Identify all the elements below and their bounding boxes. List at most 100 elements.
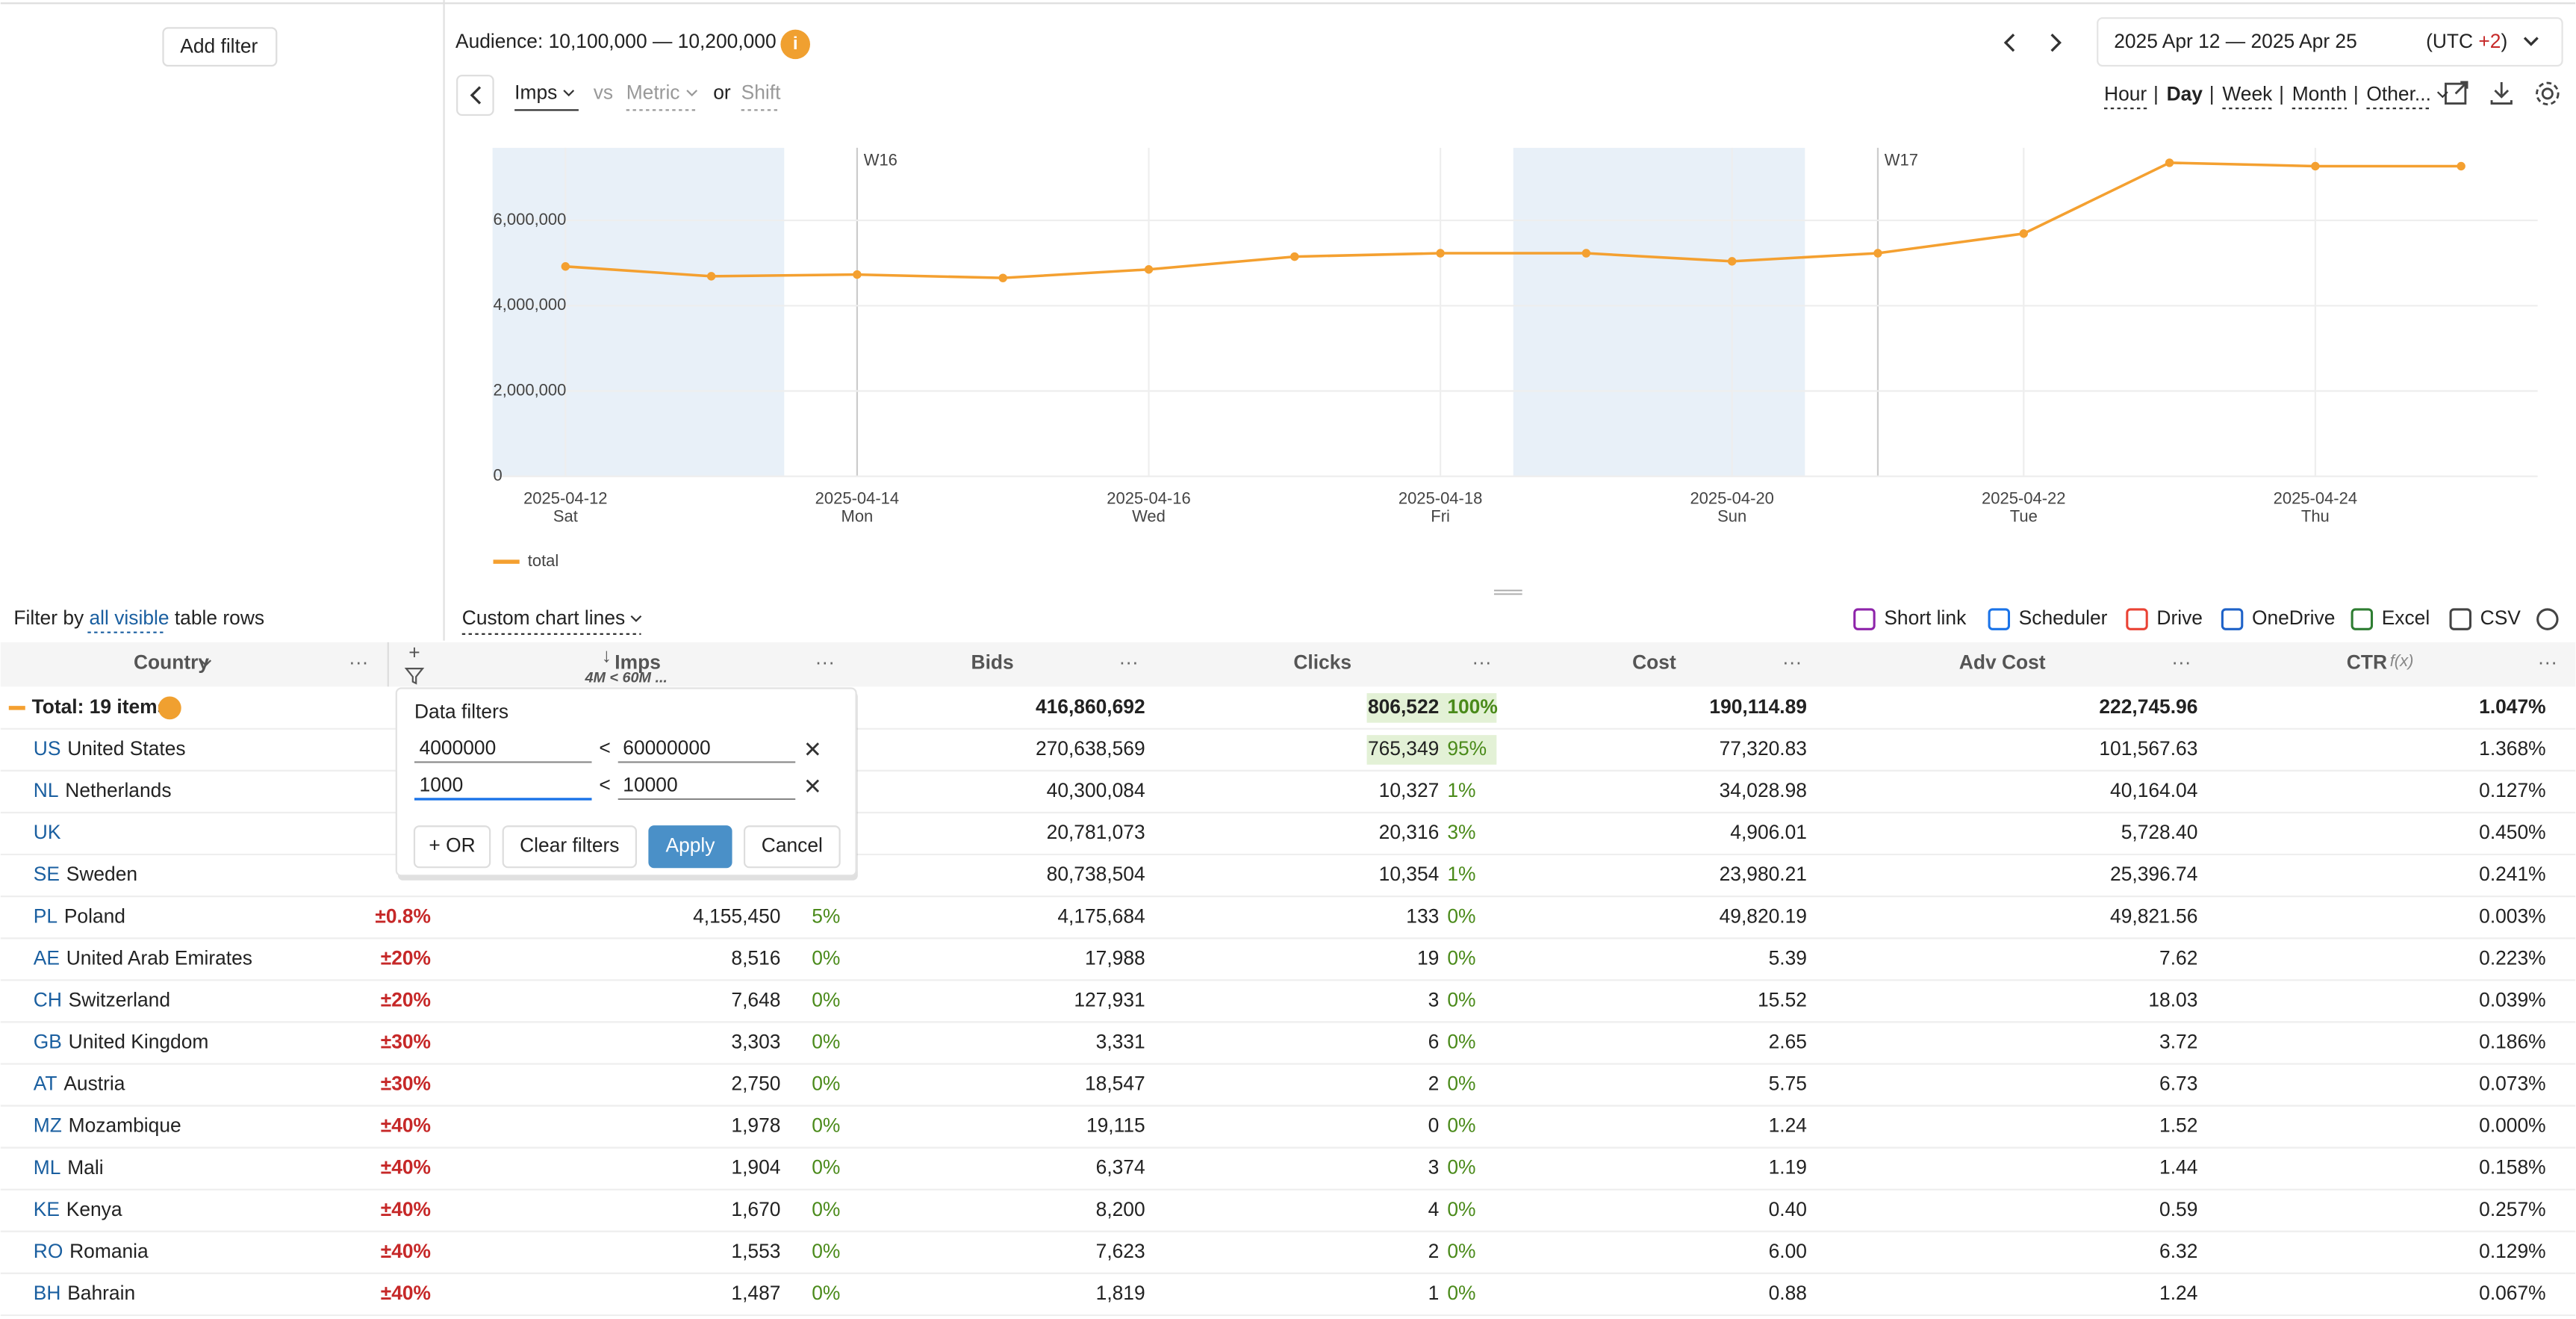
total-info[interactable] (158, 696, 181, 720)
country: MZ Mozambique (34, 1114, 181, 1137)
cell-clicks: 10,354 (1379, 863, 1440, 885)
column-menu[interactable]: ··· (1782, 651, 1802, 673)
metric2[interactable]: Metric (626, 81, 680, 103)
country-code: US (34, 737, 61, 760)
cell-clicks: 2 (1428, 1073, 1440, 1095)
toolbar-item[interactable]: Short link (1884, 606, 1967, 629)
cell-cost: 23,980.21 (1720, 863, 1807, 885)
cell-err: ±0.8% (375, 904, 431, 927)
column-header[interactable]: Country (134, 651, 209, 673)
metric-caret (563, 90, 575, 97)
column-menu[interactable]: ··· (1119, 651, 1138, 673)
metric[interactable]: Imps (514, 81, 557, 103)
filter-link[interactable]: all visible (90, 606, 169, 629)
cell-adv-cost: 5,728.40 (2121, 821, 2198, 843)
toolbar-item[interactable]: OneDrive (2252, 606, 2335, 629)
cell-imps: 7,648 (731, 988, 780, 1011)
country: AT Austria (34, 1073, 125, 1095)
country-name: United Kingdom (69, 1030, 209, 1052)
settings-icon[interactable] (2536, 608, 2559, 630)
toolbar-item[interactable]: Scheduler (2019, 606, 2108, 629)
country-code: RO (34, 1240, 63, 1262)
input-min[interactable] (414, 734, 592, 764)
remove-filter[interactable] (806, 779, 820, 793)
column-header[interactable]: Imps (615, 651, 661, 673)
y-tick-label: 0 (494, 466, 503, 485)
vs: vs (594, 81, 613, 103)
toolbar-icon (1853, 608, 1876, 630)
toolbar-item[interactable]: Excel (2382, 606, 2430, 629)
shift[interactable]: Shift (741, 81, 781, 103)
chart-icons[interactable] (2445, 81, 2560, 106)
cell-clicks-pct: 0% (1447, 1198, 1475, 1220)
add-column[interactable]: + (408, 641, 420, 663)
cell-ctr: 0.127% (2479, 779, 2545, 801)
back-button[interactable] (456, 75, 494, 117)
cell-adv-cost: 222,745.96 (2099, 695, 2197, 718)
filter-icon[interactable] (404, 667, 425, 685)
chart-lines[interactable]: Custom chart lines (462, 606, 625, 629)
popup-button[interactable] (743, 825, 841, 869)
filter-suffix: table rows (175, 606, 264, 629)
total-label: Total: 19 items (32, 695, 169, 718)
add-filter-label: Add filter (180, 35, 258, 58)
utc-offset: +2 (2478, 30, 2501, 52)
cell-clicks: 133 (1406, 904, 1439, 927)
x-tick-label: 2025-04-14 (815, 488, 899, 507)
cell-err: ±30% (381, 1030, 431, 1052)
granularity-option[interactable]: Day (2167, 83, 2203, 105)
week-label: W17 (1885, 150, 1918, 169)
cell-bids: 8,200 (1096, 1198, 1145, 1220)
column-header[interactable]: CTR (2347, 651, 2387, 673)
cell-adv-cost: 7.62 (2159, 946, 2197, 969)
column-header[interactable]: Bids (971, 651, 1014, 673)
input-min-value: 4000000 (420, 736, 497, 759)
info-glyph: i (793, 34, 798, 54)
input-min[interactable] (414, 771, 592, 801)
column-menu[interactable]: ··· (2538, 651, 2557, 673)
data-filters-popup: Data filters 4000000 <60000000 1000 <10000 + … (395, 687, 858, 881)
popup-button[interactable] (648, 825, 732, 869)
granularity-option[interactable]: Hour (2104, 83, 2147, 105)
column-header[interactable]: Cost (1632, 651, 1676, 673)
cell-ctr: 0.073% (2479, 1073, 2545, 1095)
week-label: W16 (864, 150, 897, 169)
cell-clicks: 3 (1428, 988, 1440, 1011)
x-tick-weekday: Tue (2010, 507, 2038, 526)
cell-clicks: 6 (1428, 1030, 1440, 1052)
remove-filter[interactable] (806, 742, 820, 756)
cell-bids: 7,623 (1096, 1240, 1145, 1262)
date-nav[interactable] (2003, 34, 2062, 52)
info-icon[interactable] (780, 29, 811, 60)
toolbar-item[interactable]: Drive (2156, 606, 2203, 629)
column-menu[interactable]: ··· (349, 651, 368, 673)
add-filter-button[interactable] (162, 27, 278, 67)
column-menu[interactable]: ··· (1472, 651, 1491, 673)
point (2019, 229, 2028, 238)
column-header[interactable]: Clicks (1293, 651, 1351, 673)
popup-button[interactable] (413, 825, 491, 869)
cell-adv-cost: 6.32 (2159, 1240, 2197, 1262)
granularity-option[interactable]: Month (2292, 83, 2347, 105)
cell-clicks-pct: 0% (1447, 904, 1475, 927)
separator: | (2353, 83, 2359, 105)
date-picker[interactable] (2097, 17, 2563, 67)
filter-prefix: Filter by (13, 606, 84, 629)
granularity-option[interactable]: Other... (2366, 83, 2431, 105)
toolbar-item[interactable]: CSV (2480, 606, 2521, 629)
operator: < (599, 736, 610, 759)
legend-label[interactable]: total (528, 551, 559, 570)
column-header[interactable]: Adv Cost (1959, 651, 2046, 673)
resize-handle[interactable]: ══ (1493, 580, 1522, 603)
granularity-option[interactable]: Week (2222, 83, 2273, 105)
cell-err: ±30% (381, 1073, 431, 1095)
column-menu[interactable]: ··· (815, 651, 835, 673)
popup-button[interactable] (502, 825, 637, 869)
column-menu[interactable]: ··· (2171, 651, 2191, 673)
cell-clicks: 1 (1428, 1282, 1440, 1304)
country-code: ML (34, 1156, 61, 1179)
cell-clicks: 10,327 (1379, 779, 1440, 801)
country: ML Mali (34, 1156, 104, 1179)
cell-bids: 4,175,684 (1057, 904, 1145, 927)
cell-adv-cost: 1.24 (2159, 1282, 2197, 1304)
